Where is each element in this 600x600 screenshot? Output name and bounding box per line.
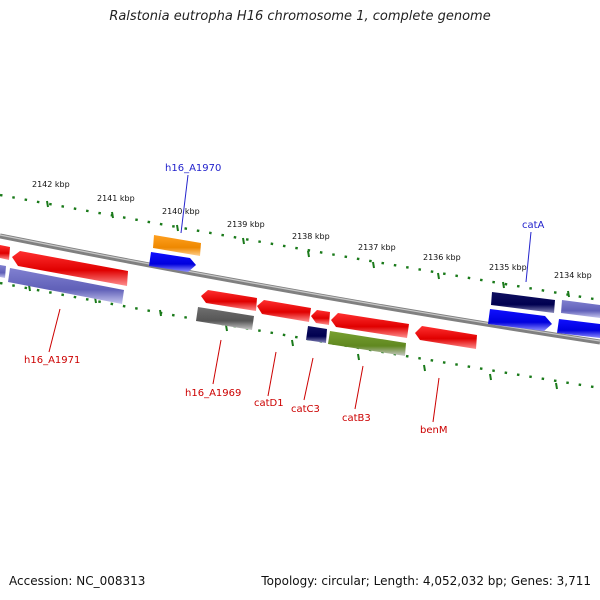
outer-major-ticks: [46, 200, 570, 298]
gene-left-red-fragment[interactable]: [0, 245, 10, 260]
scale-label: 2139 kbp: [227, 220, 265, 229]
gene-right-cds[interactable]: [557, 319, 600, 338]
genome-stats-text: Topology: circular; Length: 4,052,032 bp…: [261, 574, 591, 588]
scale-label: 2142 kbp: [32, 180, 70, 189]
reverse-genes: [8, 251, 477, 356]
leader-benM: [432, 377, 440, 423]
forward-genes: [0, 235, 600, 338]
label-h16-A1971[interactable]: h16_A1971: [24, 355, 80, 366]
leader-catB3: [354, 365, 364, 410]
gene-catB3-cds[interactable]: [331, 313, 409, 338]
scale-labels: 2142 kbp 2141 kbp 2140 kbp 2139 kbp 2138…: [32, 180, 592, 280]
label-benM[interactable]: benM: [420, 425, 447, 436]
gene-h16-A1971-feature[interactable]: [8, 268, 124, 304]
label-leaders: [48, 174, 532, 423]
gene-benM-cds[interactable]: [415, 326, 477, 349]
scale-label: 2135 kbp: [489, 263, 527, 272]
scale-label: 2137 kbp: [358, 243, 396, 252]
gene-h16-A1970-cds[interactable]: [149, 252, 196, 272]
label-catB3[interactable]: catB3: [342, 413, 371, 424]
accession-text: Accession: NC_008313: [9, 574, 146, 588]
scale-label: 2134 kbp: [554, 271, 592, 280]
gene-catC3-cds[interactable]: [311, 310, 330, 325]
leader-catA: [525, 231, 532, 283]
label-h16-A1969[interactable]: h16_A1969: [185, 388, 241, 399]
gene-labels: h16_A1970 catA h16_A1971 h16_A1969 catD1…: [24, 163, 545, 436]
gene-right-feature[interactable]: [561, 300, 600, 318]
leader-catD1: [267, 351, 277, 397]
label-catC3[interactable]: catC3: [291, 404, 320, 415]
leader-h16-A1971: [48, 308, 61, 353]
leader-h16-A1970: [180, 174, 189, 234]
label-h16-A1970[interactable]: h16_A1970: [165, 163, 221, 174]
gene-catB3-feature[interactable]: [328, 331, 406, 356]
map-title: Ralstonia eutropha H16 chromosome 1, com…: [109, 9, 491, 24]
leader-h16-A1969: [212, 339, 222, 385]
scale-label: 2141 kbp: [97, 194, 135, 203]
gene-catC3-feature[interactable]: [306, 326, 327, 343]
gene-h16-A1970-feature[interactable]: [153, 235, 201, 256]
gene-catD1-cds[interactable]: [257, 300, 311, 322]
inner-major-ticks: [28, 284, 558, 390]
scale-label: 2136 kbp: [423, 253, 461, 262]
gene-h16-A1971-cds[interactable]: [12, 251, 128, 286]
label-catA[interactable]: catA: [522, 220, 545, 231]
scale-label: 2140 kbp: [162, 207, 200, 216]
gene-catA-cds[interactable]: [488, 309, 552, 331]
label-catD1[interactable]: catD1: [254, 398, 284, 409]
chromosome-backbone-highlight: [0, 234, 600, 342]
chromosome-backbone: [0, 233, 600, 345]
scale-label: 2138 kbp: [292, 232, 330, 241]
gene-h16-A1969-feature[interactable]: [196, 307, 254, 330]
gene-left-blue-fragment[interactable]: [0, 265, 6, 278]
gene-h16-A1969-cds[interactable]: [201, 290, 257, 311]
leader-catC3: [303, 357, 314, 401]
gene-catA-feature[interactable]: [491, 292, 555, 313]
